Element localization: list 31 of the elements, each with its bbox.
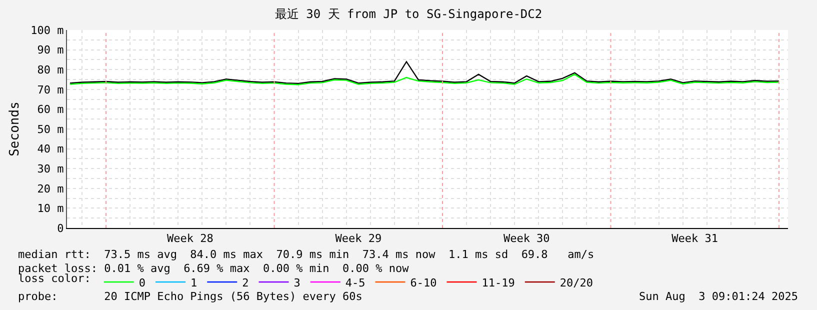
legend-label: 1 xyxy=(190,276,198,290)
legend-label: 6-10 xyxy=(410,276,437,290)
legend-label: 4-5 xyxy=(345,276,366,290)
y-tick-label: 70 m xyxy=(37,83,64,96)
y-tick-label: 80 m xyxy=(37,63,64,76)
y-tick-label: 20 m xyxy=(37,182,64,196)
line-series xyxy=(69,61,780,84)
y-tick-label: 10 m xyxy=(37,202,64,216)
y-tick-label: 90 m xyxy=(37,44,64,57)
y-tick-label: 100 m xyxy=(30,24,64,37)
y-tick-label: 0 xyxy=(57,222,64,235)
text: Sun Aug 3 09:01:24 2025 xyxy=(639,290,798,303)
legend-label: 11-19 xyxy=(482,276,515,290)
legend-label: 0 xyxy=(138,276,146,290)
legend-label: 20/20 xyxy=(560,276,594,290)
x-tick-label: Week 30 xyxy=(503,232,550,246)
chart-title: 最近 30 天 from JP to SG-Singapore-DC2 xyxy=(274,7,542,22)
x-tick-label: Week 28 xyxy=(166,232,214,246)
text: packet loss: 0.01 % avg 6.69 % max 0.00 % min 0.00 % now xyxy=(18,262,410,275)
text: median rtt: 73.5 ms avg 84.0 ms max 70.9 ms min 73.4 ms now 1.1 ms sd 69.8 am/s xyxy=(18,248,594,261)
x-tick-label: Week 29 xyxy=(335,232,382,246)
y-tick-label: 30 m xyxy=(37,162,64,176)
y-tick-label: 40 m xyxy=(37,142,64,156)
text: probe: 20 ICMP Echo Pings (56 Bytes) every 60s xyxy=(18,290,362,303)
y-tick-label: 50 m xyxy=(37,122,64,136)
y-axis-title: Seconds xyxy=(8,102,23,156)
line-series xyxy=(69,74,780,86)
legend-label: 3 xyxy=(294,276,300,290)
x-tick-label: Week 31 xyxy=(672,232,718,246)
y-tick-label: 60 m xyxy=(37,103,64,116)
legend-label: 2 xyxy=(242,276,249,290)
